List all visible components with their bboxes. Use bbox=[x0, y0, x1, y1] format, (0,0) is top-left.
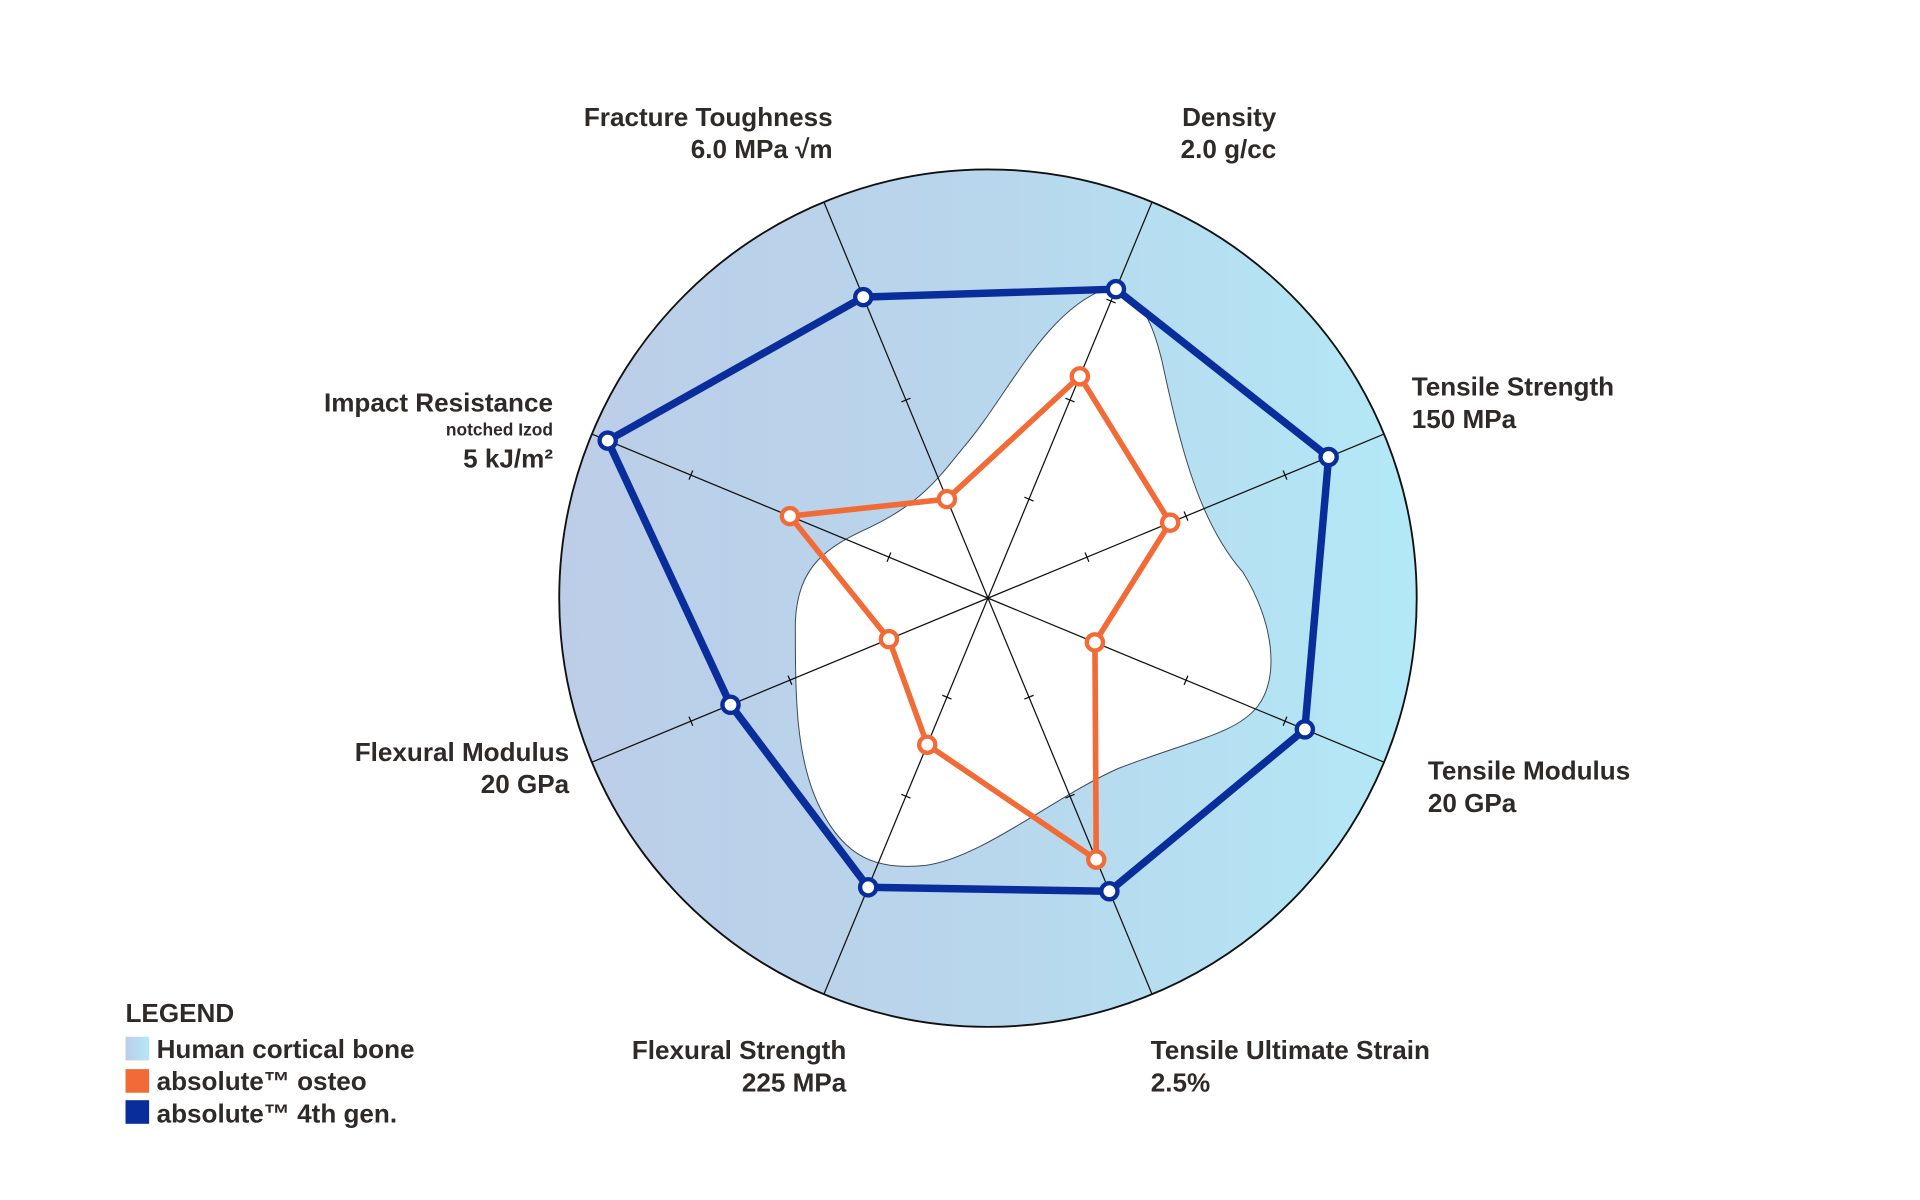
data-point-fourth-gen bbox=[1099, 880, 1120, 902]
axis-labels: Density 2.0 g/cc Tensile Strength 150 MP… bbox=[324, 102, 1630, 1098]
axis-tick bbox=[1065, 793, 1075, 799]
axis-label-tensile-modulus: Tensile Modulus bbox=[1428, 756, 1630, 786]
data-point-osteo bbox=[1159, 512, 1181, 533]
axis-max-impact-resistance: 5 kJ/m² bbox=[463, 444, 553, 474]
axis-max-density: 2.0 g/cc bbox=[1181, 134, 1277, 164]
axis-tick bbox=[688, 716, 694, 727]
axis-max-tensile-strength: 150 MPa bbox=[1412, 404, 1517, 434]
legend-label-osteo: absolute™ osteo bbox=[157, 1066, 367, 1096]
data-point-fourth-gen bbox=[857, 877, 879, 898]
axis-tick bbox=[1065, 397, 1075, 403]
axis-tick bbox=[942, 694, 952, 700]
data-point-osteo bbox=[878, 628, 900, 650]
axis-tick bbox=[1106, 298, 1116, 304]
axis-max-tensile-ultimate-strain: 2.5% bbox=[1151, 1067, 1210, 1097]
axis-label-fracture-toughness: Fracture Toughness bbox=[584, 102, 833, 132]
axis-label-flexural-modulus: Flexural Modulus bbox=[355, 737, 569, 767]
axis-tick bbox=[901, 397, 911, 403]
data-point-fourth-gen bbox=[1105, 278, 1127, 300]
axis-tick bbox=[886, 552, 892, 562]
data-point-osteo bbox=[1069, 366, 1091, 387]
legend-swatch-osteo bbox=[125, 1069, 150, 1093]
axis-tick bbox=[1282, 716, 1288, 727]
data-point-osteo bbox=[936, 488, 958, 510]
data-point-osteo bbox=[779, 505, 801, 527]
data-point-osteo bbox=[1085, 849, 1107, 870]
axis-label-density: Density bbox=[1182, 102, 1277, 132]
legend-swatch-bone bbox=[125, 1036, 150, 1061]
axis-max-flexural-strength: 225 MPa bbox=[742, 1067, 847, 1097]
legend-title: LEGEND bbox=[126, 998, 235, 1028]
legend-swatch-4th-gen bbox=[125, 1100, 150, 1124]
bone-range-inner-boundary bbox=[794, 288, 1272, 867]
axis-max-tensile-modulus: 20 GPa bbox=[1428, 788, 1517, 818]
data-point-fourth-gen bbox=[1294, 719, 1316, 740]
data-point-osteo bbox=[917, 734, 938, 755]
radar-series bbox=[597, 278, 1339, 902]
data-point-fourth-gen bbox=[853, 286, 874, 308]
legend-label-4th-gen: absolute™ 4th gen. bbox=[157, 1099, 398, 1129]
axis-sublabel-impact-resistance: notched Izod bbox=[446, 419, 553, 439]
legend-label-bone: Human cortical bone bbox=[157, 1034, 415, 1064]
axis-tick bbox=[1282, 470, 1288, 480]
axis-tick bbox=[688, 470, 694, 480]
data-point-fourth-gen bbox=[1318, 446, 1339, 468]
axis-tick bbox=[1024, 694, 1034, 700]
axis-label-flexural-strength: Flexural Strength bbox=[632, 1035, 846, 1065]
axis-tick bbox=[901, 793, 911, 799]
axis-label-tensile-strength: Tensile Strength bbox=[1412, 372, 1614, 402]
data-point-fourth-gen bbox=[597, 430, 618, 451]
axis-tick bbox=[1183, 675, 1189, 686]
axis-tick bbox=[1024, 496, 1034, 502]
data-point-osteo bbox=[1084, 632, 1106, 653]
axis-label-tensile-ultimate-strain: Tensile Ultimate Strain bbox=[1151, 1035, 1430, 1065]
axis-max-flexural-modulus: 20 GPa bbox=[481, 769, 570, 799]
axis-tick bbox=[1183, 511, 1189, 521]
legend: LEGEND Human cortical bone absolute™ ost… bbox=[125, 998, 415, 1129]
axis-label-impact-resistance: Impact Resistance bbox=[324, 388, 553, 418]
axis-max-fracture-toughness: 6.0 MPa √m bbox=[691, 134, 833, 164]
axis-tick bbox=[1084, 552, 1090, 562]
axis-tick bbox=[787, 675, 793, 686]
radar-axes bbox=[591, 201, 1385, 995]
data-point-fourth-gen bbox=[720, 694, 741, 716]
